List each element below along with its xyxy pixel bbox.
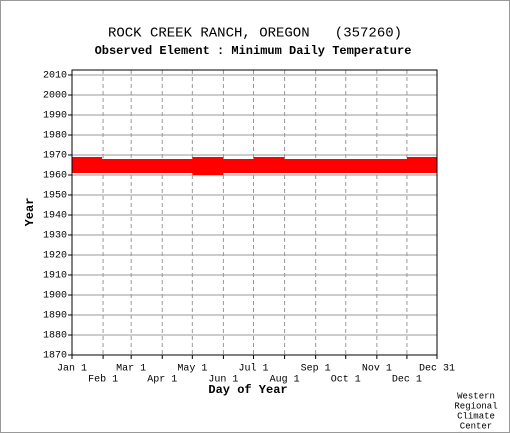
credit-line: Climate — [457, 411, 495, 421]
x-tick-label: Sep 1 — [301, 364, 331, 375]
credit-line: Center — [460, 421, 492, 431]
y-tick-label: 1900 — [43, 291, 67, 302]
y-tick-label: 2010 — [43, 71, 67, 82]
credit-line: Regional — [454, 401, 497, 411]
x-tick-label: Dec 31 — [419, 364, 455, 375]
y-tick-label: 1960 — [43, 171, 67, 182]
y-tick-label: 1920 — [43, 251, 67, 262]
segment — [72, 167, 437, 169]
segment — [72, 161, 437, 163]
chart-title: ROCK CREEK RANCH, OREGON (357260) — [108, 26, 402, 42]
segment — [72, 165, 437, 167]
x-tick-label: Jul 1 — [238, 363, 268, 375]
segment — [192, 157, 224, 159]
segment — [253, 157, 285, 159]
y-tick-label: 1950 — [43, 191, 67, 202]
y-tick-label: 1980 — [43, 131, 67, 142]
credit-line: Western — [457, 391, 495, 401]
x-tick-label: Feb 1 — [88, 374, 118, 386]
x-tick-label: Jan 1 — [57, 364, 87, 375]
x-tick-label: Dec 1 — [392, 375, 422, 386]
y-axis-label: Year — [23, 198, 37, 227]
x-tick-label: Nov 1 — [362, 364, 392, 375]
y-tick-label: 1870 — [43, 351, 67, 362]
chart-subtitle: Observed Element : Minimum Daily Tempera… — [95, 44, 412, 58]
y-tick-label: 1890 — [43, 311, 67, 322]
y-tick-label: 1970 — [43, 151, 67, 162]
x-tick-label: Mar 1 — [116, 364, 146, 375]
x-axis-label: Day of Year — [208, 383, 287, 397]
x-tick-label: Aug 1 — [270, 375, 300, 386]
segment — [72, 157, 103, 159]
x-tick-label: Apr 1 — [147, 375, 177, 386]
y-tick-label: 1880 — [43, 331, 67, 342]
segment — [192, 173, 224, 175]
y-tick-label: 1930 — [43, 231, 67, 242]
segment — [72, 169, 437, 171]
x-tick-label: May 1 — [177, 364, 207, 375]
segment — [406, 157, 437, 159]
y-tick-label: 1940 — [43, 211, 67, 222]
y-tick-label: 1910 — [43, 271, 67, 282]
y-tick-label: 1990 — [43, 111, 67, 122]
segment — [72, 171, 437, 173]
segment — [72, 163, 437, 165]
plot-border — [71, 69, 438, 356]
segment — [72, 159, 437, 161]
x-tick-label: Oct 1 — [331, 375, 361, 386]
y-tick-label: 2000 — [43, 91, 67, 102]
x-tick-label: Jun 1 — [208, 375, 238, 386]
